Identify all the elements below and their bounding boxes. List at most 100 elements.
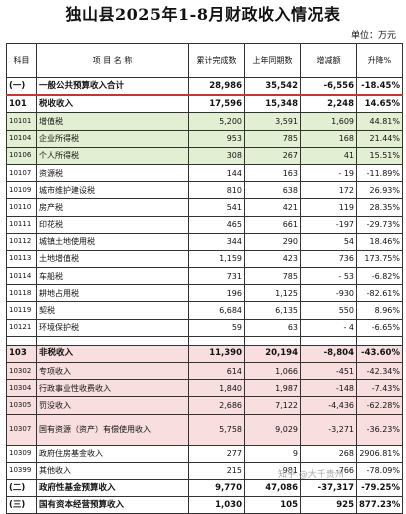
row-change: -197 (300, 215, 357, 234)
spacer-row (6, 335, 403, 346)
row-percent: -6.82% (356, 267, 403, 286)
row-percent: -62.28% (356, 396, 403, 415)
row-percent: -36.23% (356, 413, 403, 446)
row-name: 企业所得税 (36, 129, 189, 148)
row-change: -148 (300, 379, 357, 398)
row-code: (三) (6, 496, 37, 514)
row-cumulative: 308 (188, 146, 245, 165)
row-name: 个人所得税 (36, 146, 189, 165)
table-row: 10119 契税 6,684 6,135 550 8.96% (6, 301, 403, 320)
table-row: (三) 国有资本经营预算收入 1,030 105 925 877.23% (6, 496, 403, 514)
table-row: 10101 增值税 5,200 3,591 1,609 44.81% (6, 112, 403, 131)
row-name: 房产税 (36, 198, 189, 217)
row-percent: 14.65% (356, 94, 403, 114)
row-prior-year: 661 (244, 215, 301, 234)
row-change: - 19 (300, 163, 357, 183)
row-code: 103 (6, 344, 37, 364)
row-name: 国有资源（资产）有偿使用收入 (36, 413, 189, 446)
row-code: 10399 (6, 461, 37, 480)
revenue-table: 科目 项 目 名 称 累计完成数 上年同期数 增减额 升降% (一) 一般公共预… (6, 43, 403, 514)
table-row: 103 非税收入 11,390 20,194 -8,804 -43.60% (6, 344, 403, 364)
row-cumulative: 17,596 (188, 94, 245, 114)
table-row: 10304 行政事业性收费收入 1,840 1,987 -148 -7.43% (6, 379, 403, 398)
row-change: 2,248 (300, 94, 357, 114)
spacer-cell (6, 335, 37, 346)
table-row: 10121 环境保护税 59 63 - 4 -6.65% (6, 318, 403, 337)
table-row: 10309 政府住房基金收入 277 9 268 2906.81% (6, 444, 403, 463)
row-cumulative: 1,840 (188, 379, 245, 398)
row-cumulative: 614 (188, 361, 245, 381)
header-cumulative: 累计完成数 (188, 43, 245, 78)
header-item-name: 项 目 名 称 (36, 43, 189, 78)
row-name: 城市维护建设税 (36, 181, 189, 200)
row-name: 政府住房基金收入 (36, 444, 189, 463)
row-name: 车船税 (36, 267, 189, 286)
row-change: 119 (300, 198, 357, 217)
table-row: 10106 个人所得税 308 267 41 15.51% (6, 146, 403, 165)
row-percent: 44.81% (356, 112, 403, 131)
row-name: 一般公共预算收入合计 (36, 77, 189, 97)
row-cumulative: 465 (188, 215, 245, 234)
row-name: 国有资本经营预算收入 (36, 496, 189, 514)
row-name: 政府性基金预算收入 (36, 478, 189, 498)
row-cumulative: 215 (188, 461, 245, 480)
row-percent: 26.93% (356, 181, 403, 200)
row-prior-year: 1,066 (244, 361, 301, 381)
row-code: 10112 (6, 232, 37, 251)
row-percent: -18.45% (356, 77, 403, 97)
row-prior-year: 785 (244, 129, 301, 148)
spacer-cell (356, 335, 403, 346)
table-row: 10112 城镇土地使用税 344 290 54 18.46% (6, 232, 403, 251)
row-cumulative: 953 (188, 129, 245, 148)
row-prior-year: 9,029 (244, 413, 301, 446)
row-cumulative: 1,159 (188, 249, 245, 269)
row-code: 10104 (6, 129, 37, 148)
row-prior-year: 35,542 (244, 77, 301, 97)
table-row: 10113 土地增值税 1,159 423 736 173.75% (6, 249, 403, 269)
row-change: 736 (300, 249, 357, 269)
row-change: -451 (300, 361, 357, 381)
row-prior-year: 1,987 (244, 379, 301, 398)
table-row: 10109 城市维护建设税 810 638 172 26.93% (6, 181, 403, 200)
row-cumulative: 59 (188, 318, 245, 337)
row-name: 税收收入 (36, 94, 189, 114)
row-code: 10109 (6, 181, 37, 200)
row-change: 54 (300, 232, 357, 251)
row-code: 101 (6, 94, 37, 114)
row-prior-year: 267 (244, 146, 301, 165)
row-percent: 21.44% (356, 129, 403, 148)
row-cumulative: 277 (188, 444, 245, 463)
table-header-row: 科目 项 目 名 称 累计完成数 上年同期数 增减额 升降% (6, 43, 403, 78)
row-prior-year: 785 (244, 267, 301, 286)
header-percent: 升降% (356, 43, 403, 78)
row-cumulative: 11,390 (188, 344, 245, 364)
row-cumulative: 731 (188, 267, 245, 286)
table-row: 10114 车船税 731 785 - 53 -6.82% (6, 267, 403, 286)
row-change: 550 (300, 301, 357, 320)
row-cumulative: 810 (188, 181, 245, 200)
row-name: 罚没收入 (36, 396, 189, 415)
row-code: 10101 (6, 112, 37, 131)
row-cumulative: 1,030 (188, 496, 245, 514)
row-percent: -79.25% (356, 478, 403, 498)
row-code: 10304 (6, 379, 37, 398)
row-change: - 4 (300, 318, 357, 337)
header-change: 增减额 (300, 43, 357, 78)
row-prior-year: 3,591 (244, 112, 301, 131)
row-code: 10307 (6, 413, 37, 446)
row-code: 10114 (6, 267, 37, 286)
row-name: 其他收入 (36, 461, 189, 480)
row-percent: 2906.81% (356, 444, 403, 463)
row-change: -8,804 (300, 344, 357, 364)
table-row: 10118 耕地占用税 196 1,125 -930 -82.61% (6, 284, 403, 303)
spacer-cell (300, 335, 357, 346)
row-cumulative: 2,686 (188, 396, 245, 415)
row-change: 168 (300, 129, 357, 148)
row-prior-year: 421 (244, 198, 301, 217)
row-percent: 877.23% (356, 496, 403, 514)
row-prior-year: 6,135 (244, 301, 301, 320)
row-cumulative: 9,770 (188, 478, 245, 498)
row-name: 城镇土地使用税 (36, 232, 189, 251)
row-code: 10309 (6, 444, 37, 463)
row-prior-year: 15,348 (244, 94, 301, 114)
